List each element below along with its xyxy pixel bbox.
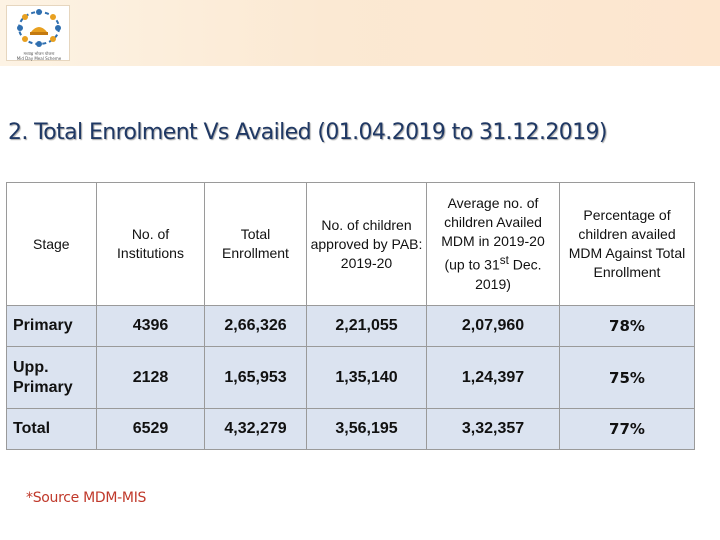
cell-percentage: 75%: [559, 346, 695, 409]
enrolment-table: Stage No. of Institutions Total Enrollme…: [6, 182, 695, 450]
cell-institutions: 6529: [96, 408, 205, 450]
cell-institutions: 2128: [96, 346, 205, 409]
logo-caption-english: Mid Day Meal Scheme: [16, 56, 62, 61]
header-approved: No. of children approved by PAB: 2019-20: [306, 182, 427, 306]
header-institutions: No. of Institutions: [96, 182, 205, 306]
cell-enrollment: 2,66,326: [204, 305, 307, 347]
table-row: Total 6529 4,32,279 3,56,195 3,32,357 77…: [6, 408, 695, 450]
cell-stage: Total: [6, 408, 97, 450]
cell-percentage: 78%: [559, 305, 695, 347]
table-row: Upp. Primary 2128 1,65,953 1,35,140 1,24…: [6, 346, 695, 409]
cell-enrollment: 1,65,953: [204, 346, 307, 409]
cell-institutions: 4396: [96, 305, 205, 347]
cell-approved: 1,35,140: [306, 346, 427, 409]
cell-stage: Primary: [6, 305, 97, 347]
header-percentage: Percentage of children availed MDM Again…: [559, 182, 695, 306]
cell-availed: 2,07,960: [426, 305, 560, 347]
source-note: *Source MDM-MIS: [26, 490, 147, 506]
header-availed-text: Average no. of children Availed MDM in 2…: [441, 195, 545, 273]
cell-availed: 3,32,357: [426, 408, 560, 450]
mdm-logo: मध्याह्न भोजन योजना Mid Day Meal Scheme: [6, 5, 70, 61]
header-stage: Stage: [6, 182, 97, 306]
cell-approved: 2,21,055: [306, 305, 427, 347]
header-enrollment: Total Enrollment: [204, 182, 307, 306]
header-availed-sup: st: [499, 254, 509, 268]
header-availed: Average no. of children Availed MDM in 2…: [426, 182, 560, 306]
header-band: मध्याह्न भोजन योजना Mid Day Meal Scheme: [0, 0, 720, 66]
logo-caption: मध्याह्न भोजन योजना Mid Day Meal Scheme: [9, 51, 69, 61]
header-availed-text-end: Dec. 2019): [475, 256, 542, 292]
cell-approved: 3,56,195: [306, 408, 427, 450]
page-title: 2. Total Enrolment Vs Availed (01.04.201…: [8, 120, 608, 145]
cell-availed: 1,24,397: [426, 346, 560, 409]
cell-enrollment: 4,32,279: [204, 408, 307, 450]
cell-percentage: 77%: [559, 408, 695, 450]
cell-stage: Upp. Primary: [6, 346, 97, 409]
table-header-row: Stage No. of Institutions Total Enrollme…: [6, 182, 695, 306]
mdm-logo-graphic: [17, 9, 61, 47]
logo-caption-hindi: मध्याह्न भोजन योजना: [23, 51, 55, 56]
table-row: Primary 4396 2,66,326 2,21,055 2,07,960 …: [6, 305, 695, 347]
